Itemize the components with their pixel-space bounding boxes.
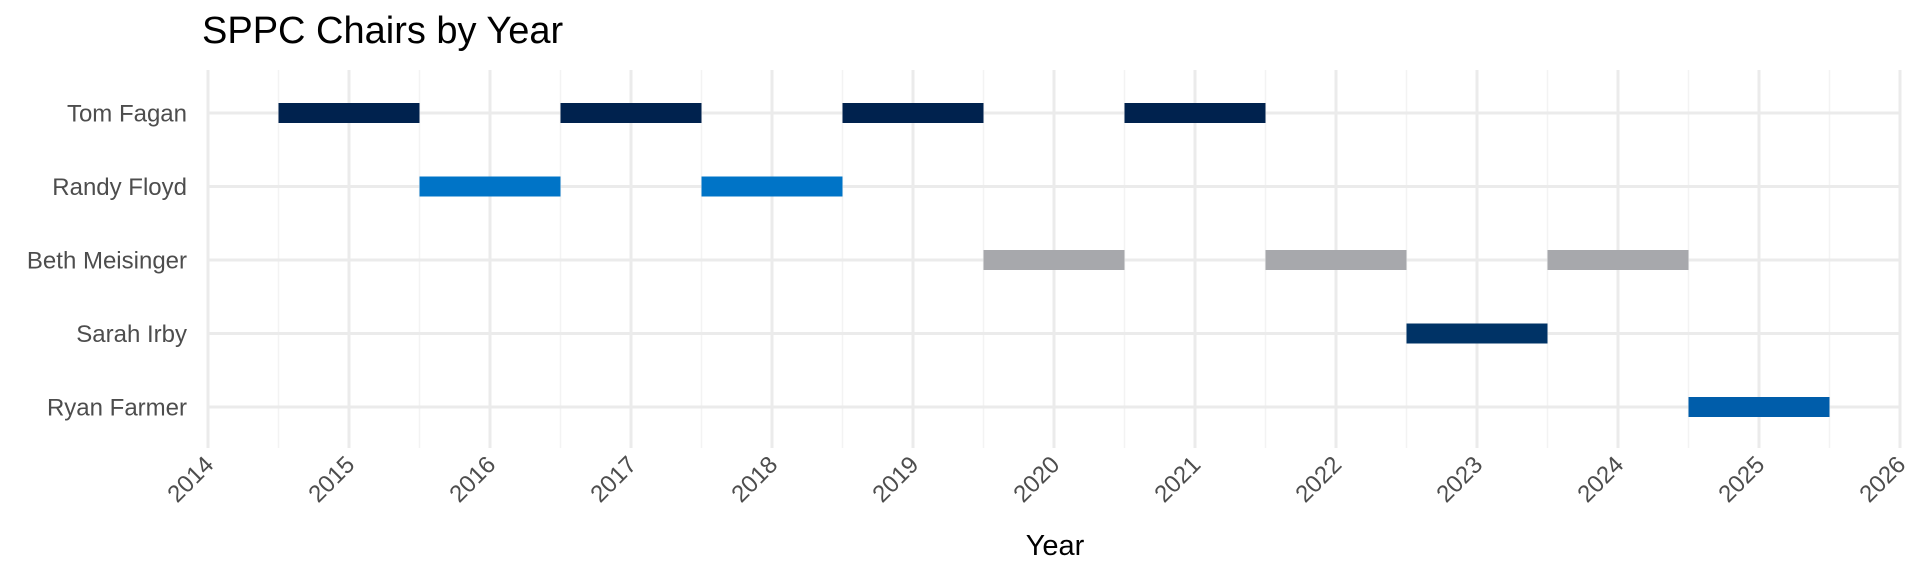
x-tick-label: 2024 bbox=[1572, 451, 1629, 508]
chart-title: SPPC Chairs by Year bbox=[202, 10, 564, 52]
x-tick-label: 2026 bbox=[1854, 451, 1911, 508]
bar bbox=[1265, 250, 1407, 270]
x-axis-tick-labels: 2014 2015 2016 2017 2018 2019 2020 2021 2022 2023… bbox=[162, 451, 1911, 508]
y-axis-label: Randy Floyd bbox=[52, 174, 187, 201]
bar bbox=[701, 176, 843, 197]
bar bbox=[1124, 103, 1266, 123]
bar bbox=[419, 176, 561, 197]
bar bbox=[1547, 250, 1689, 270]
y-axis-label: Beth Meisinger bbox=[27, 248, 187, 275]
y-axis-label: Ryan Farmer bbox=[47, 395, 187, 422]
bars bbox=[278, 103, 1830, 417]
bar bbox=[278, 103, 420, 123]
x-tick-label: 2014 bbox=[162, 451, 219, 508]
x-tick-label: 2025 bbox=[1713, 451, 1770, 508]
x-tick-label: 2023 bbox=[1431, 451, 1488, 508]
x-tick-label: 2015 bbox=[303, 451, 360, 508]
x-tick-label: 2021 bbox=[1149, 451, 1206, 508]
x-tick-label: 2016 bbox=[444, 451, 501, 508]
bar bbox=[1688, 397, 1830, 417]
x-tick-label: 2017 bbox=[585, 451, 642, 508]
x-tick-label: 2020 bbox=[1008, 451, 1065, 508]
bar bbox=[1406, 323, 1548, 344]
bar bbox=[983, 250, 1125, 270]
bar bbox=[842, 103, 984, 123]
x-axis-title: Year bbox=[1026, 530, 1085, 562]
x-tick-label: 2019 bbox=[867, 451, 924, 508]
y-axis-label: Tom Fagan bbox=[67, 101, 187, 128]
y-axis-labels: Tom Fagan Randy Floyd Beth Meisinger Sarah … bbox=[27, 101, 187, 422]
x-tick-label: 2018 bbox=[726, 451, 783, 508]
y-axis-label: Sarah Irby bbox=[76, 321, 187, 348]
x-tick-label: 2022 bbox=[1290, 451, 1347, 508]
bar bbox=[560, 103, 702, 123]
